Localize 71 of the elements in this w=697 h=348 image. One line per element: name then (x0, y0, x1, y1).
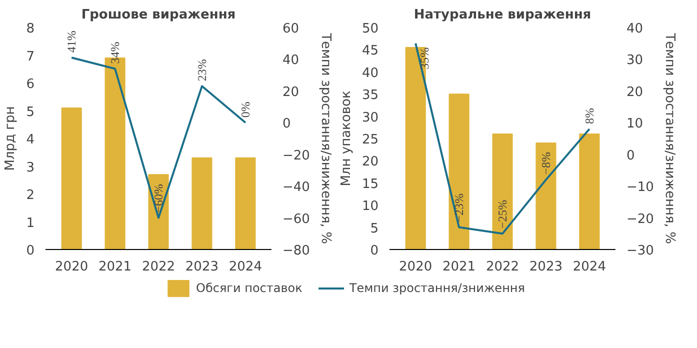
bar (61, 107, 82, 250)
y-axis-title: Млрд грн (3, 106, 18, 171)
y2-tick-label: −30 (626, 244, 654, 258)
x-tick-label: 2020 (55, 260, 88, 274)
y-tick-label: 6 (26, 77, 35, 92)
x-tick-label: 2024 (228, 260, 262, 274)
y-tick-label: 35 (362, 88, 379, 104)
legend-label: Темпи зростання/зниження (349, 281, 525, 295)
chart-title: Натуральне вираження (414, 8, 592, 22)
y-tick-label: 3 (26, 160, 35, 176)
y-tick-label: 0 (26, 244, 35, 258)
chart-title: Грошове вираження (81, 8, 236, 22)
x-tick-label: 2023 (185, 260, 219, 274)
y2-tick-label: 10 (626, 116, 644, 132)
y2-tick-label: 40 (282, 53, 300, 68)
data-label: 34% (108, 42, 122, 64)
y-tick-label: 20 (362, 154, 379, 170)
y-tick-label: 8 (26, 22, 35, 36)
data-label: −8% (538, 152, 553, 175)
y-tick-label: 30 (362, 110, 379, 126)
y-tick-label: 0 (370, 244, 379, 258)
y-tick-label: 10 (362, 199, 379, 214)
y-tick-label: 15 (362, 176, 379, 192)
y2-tick-label: 30 (626, 53, 644, 68)
y2-tick-label: 20 (626, 84, 644, 100)
y2-tick-label: 0 (626, 148, 635, 164)
data-label: −23% (452, 194, 466, 222)
bar (235, 157, 256, 250)
data-label: −60% (152, 184, 166, 213)
data-label: −25% (496, 200, 510, 229)
y-axis-title: Млн упаковок (338, 90, 354, 186)
y-tick-label: 5 (370, 221, 379, 236)
y2-tick-label: −40 (282, 180, 310, 196)
x-tick-label: 2024 (572, 260, 606, 274)
bar (536, 142, 556, 250)
y2-axis-title: Темпи зростання/зниження, % (318, 32, 333, 244)
y2-tick-label: 40 (626, 22, 644, 36)
y2-tick-label: 20 (282, 84, 300, 100)
y-tick-label: 7 (26, 49, 35, 64)
y2-tick-label: −10 (626, 180, 654, 196)
y2-tick-label: −80 (282, 244, 310, 258)
data-label: 8% (582, 108, 596, 124)
bar (192, 157, 212, 250)
data-label: 23% (194, 59, 209, 82)
x-tick-label: 2021 (442, 260, 476, 274)
data-label: 41% (64, 30, 79, 53)
y-tick-label: 45 (362, 44, 379, 59)
x-tick-label: 2022 (486, 260, 520, 274)
data-label: 0% (238, 102, 252, 118)
y-tick-label: 1 (26, 216, 35, 231)
y2-axis-title: Темпи зростання/зниження, % (662, 32, 677, 244)
x-tick-label: 2022 (142, 260, 176, 274)
x-tick-label: 2023 (529, 260, 563, 274)
bar (448, 94, 470, 250)
y-tick-label: 50 (362, 22, 379, 36)
y2-tick-label: −20 (282, 148, 310, 164)
bar (492, 134, 513, 250)
y-tick-label: 5 (26, 104, 35, 120)
x-tick-label: 2021 (98, 260, 132, 274)
y-tick-label: 25 (362, 132, 379, 148)
x-tick-label: 2020 (399, 260, 432, 274)
y-tick-label: 40 (362, 66, 379, 81)
bar (579, 134, 600, 250)
data-label: 35% (418, 47, 432, 70)
y-tick-label: 4 (26, 132, 35, 148)
y2-tick-label: −20 (626, 212, 654, 227)
legend-label: Обсяги поставок (196, 281, 302, 295)
y-tick-label: 2 (26, 188, 35, 203)
y2-tick-label: 0 (282, 116, 291, 132)
y2-tick-label: −60 (282, 212, 310, 227)
y2-tick-label: 60 (282, 22, 300, 36)
